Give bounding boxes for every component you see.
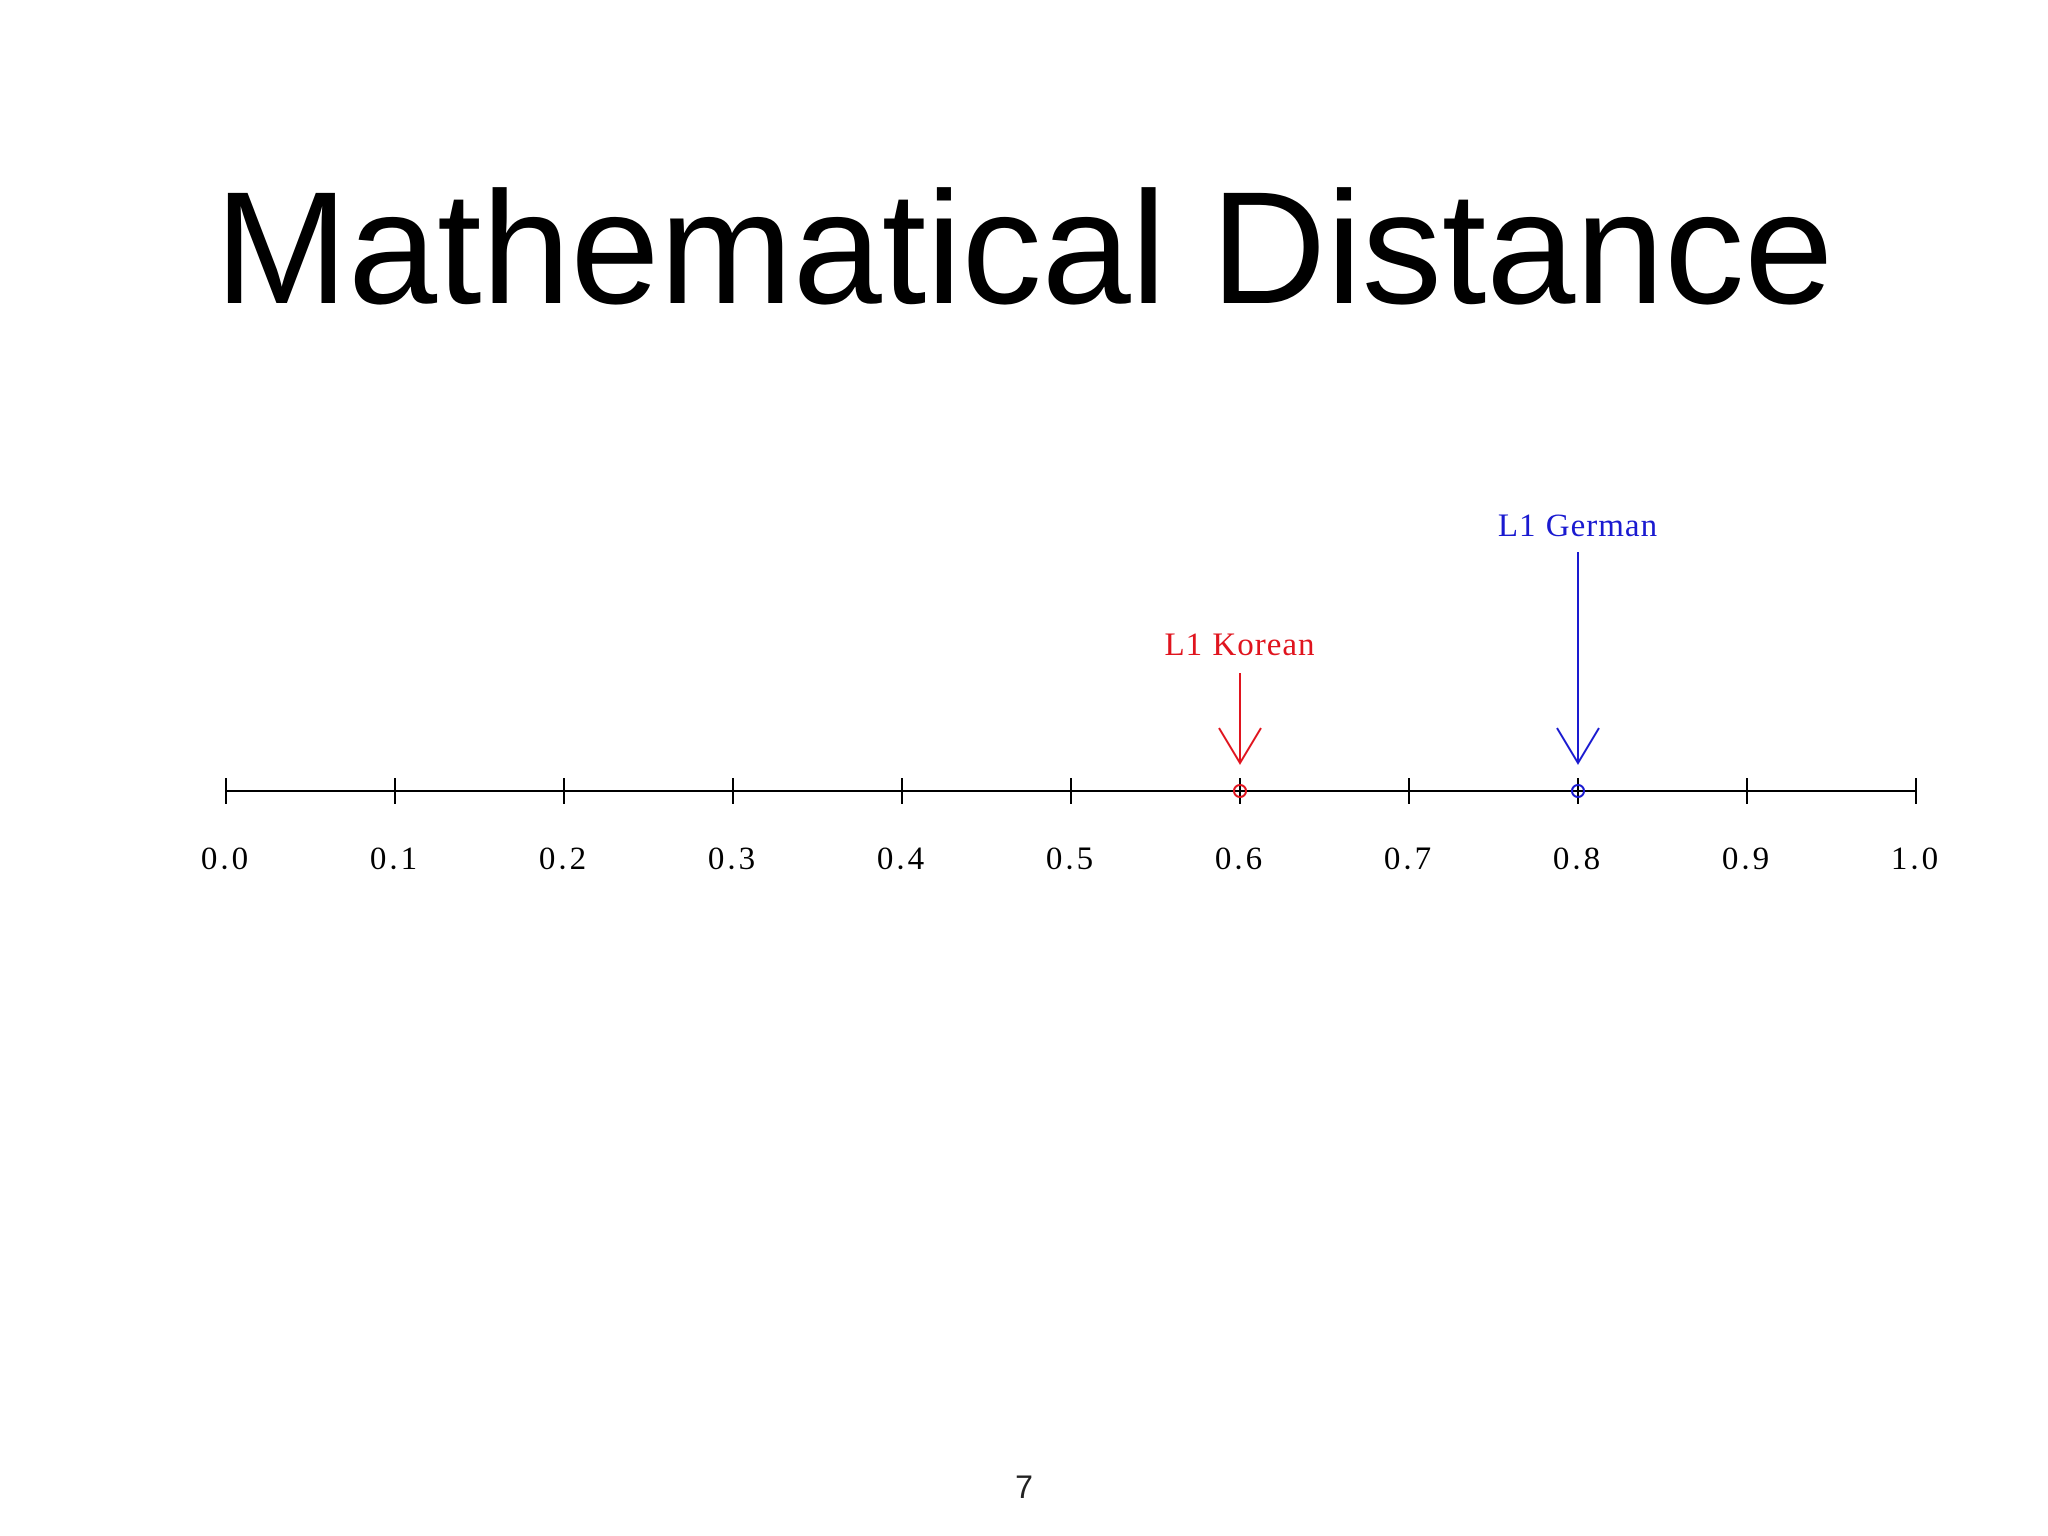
- page-number: 7: [1015, 1469, 1033, 1505]
- x-tick-label: 1.0: [1891, 841, 1941, 877]
- x-tick-label: 0.1: [370, 841, 420, 877]
- point: [1571, 784, 1585, 798]
- point-label: L1 German: [1498, 508, 1658, 544]
- x-tick-label: 0.9: [1722, 841, 1772, 877]
- x-tick-label: 0.3: [708, 841, 758, 877]
- x-tick-label: 0.8: [1553, 841, 1603, 877]
- slide-title: Mathematical Distance: [215, 158, 1833, 337]
- arrow-head: [1218, 727, 1262, 765]
- x-tick-label: 0.0: [201, 841, 251, 877]
- x-tick-label: 0.2: [539, 841, 589, 877]
- x-tick-label: 0.7: [1384, 841, 1434, 877]
- point: [1233, 784, 1247, 798]
- point-label: L1 Korean: [1164, 627, 1315, 663]
- x-tick-label: 0.4: [877, 841, 927, 877]
- arrow-head: [1556, 727, 1600, 765]
- x-tick-label: 0.6: [1215, 841, 1265, 877]
- x-tick-label: 0.5: [1046, 841, 1096, 877]
